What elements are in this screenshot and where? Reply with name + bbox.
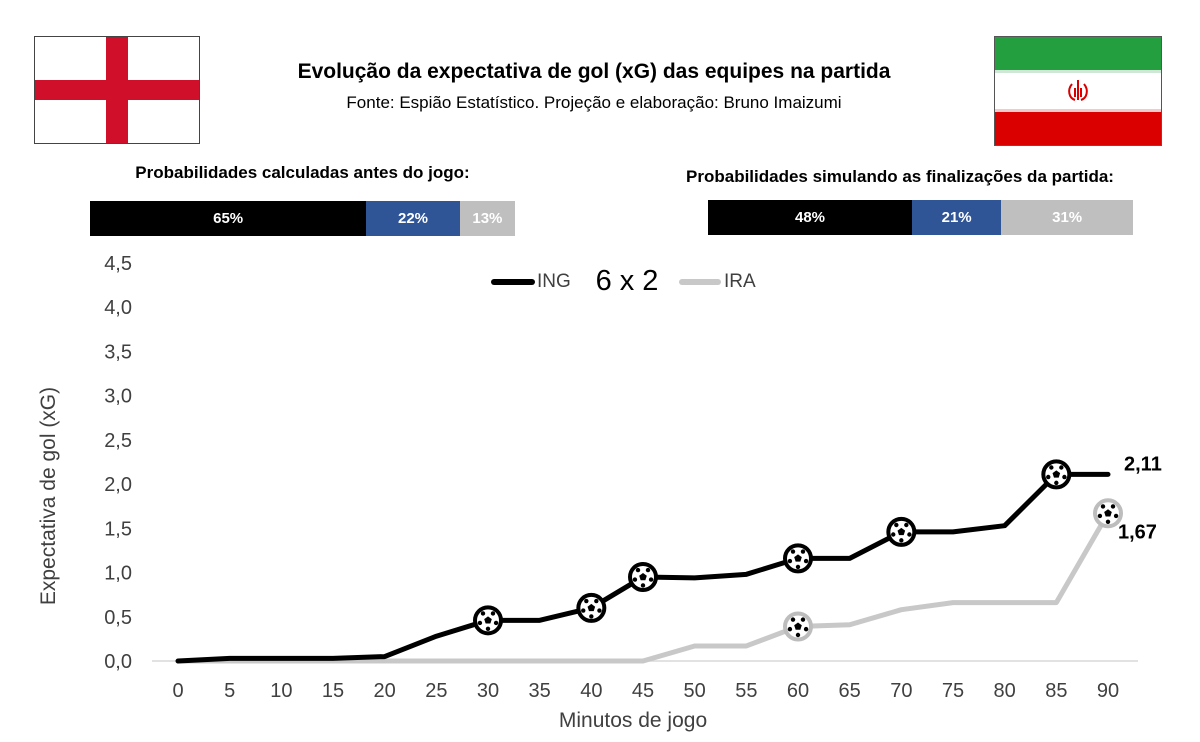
x-tick-label: 60 (787, 680, 809, 702)
y-tick-label: 3,5 (104, 341, 132, 363)
page-subtitle: Fonte: Espião Estatístico. Projeção e el… (346, 93, 842, 112)
y-axis-ticks: 0,0 0,5 1,0 1,5 2,0 2,5 3,0 3,5 4,0 4,5 (104, 253, 132, 673)
probability-bar-simulated: 48% 21% 31% (708, 200, 1133, 235)
england-flag-icon (34, 36, 200, 144)
y-tick-label: 4,5 (104, 253, 132, 275)
xg-line-chart: 0,0 0,5 1,0 1,5 2,0 2,5 3,0 3,5 4,0 4,5 0 5 10 15 20 2… (37, 253, 1162, 732)
soccer-ball-icon (783, 543, 813, 574)
x-tick-label: 15 (322, 680, 344, 702)
end-labels: 2,11 1,67 (1118, 453, 1162, 543)
probability-segment: 65% (90, 201, 367, 236)
x-tick-label: 40 (580, 680, 602, 702)
probability-segment: 21% (912, 200, 1002, 235)
x-tick-label: 85 (1045, 680, 1067, 702)
y-tick-label: 2,5 (104, 430, 132, 452)
y-tick-label: 0,5 (104, 607, 132, 629)
y-tick-label: 3,0 (104, 386, 132, 408)
x-tick-label: 35 (529, 680, 551, 702)
x-tick-label: 55 (735, 680, 757, 702)
y-tick-label: 1,0 (104, 563, 132, 585)
match-score: 6 x 2 (596, 265, 659, 297)
soccer-ball-icon (628, 561, 658, 592)
x-tick-label: 50 (684, 680, 706, 702)
end-label-ira: 1,67 (1118, 521, 1157, 543)
probabilities-before-title: Probabilidades calculadas antes do jogo: (135, 163, 470, 182)
y-tick-label: 1,5 (104, 518, 132, 540)
x-axis-label: Minutos de jogo (559, 709, 707, 732)
x-tick-label: 65 (839, 680, 861, 702)
x-tick-label: 0 (172, 680, 183, 702)
soccer-ball-icon (473, 605, 503, 636)
x-tick-label: 25 (425, 680, 447, 702)
soccer-ball-icon (886, 516, 917, 547)
iran-flag-icon (994, 36, 1162, 146)
y-tick-label: 2,0 (104, 474, 132, 496)
goal-markers (473, 459, 1123, 642)
legend-label-ing: ING (537, 271, 571, 292)
x-tick-label: 30 (477, 680, 499, 702)
x-axis-ticks: 0 5 10 15 20 25 30 35 40 45 50 55 60 65 70 75 80 85 90 (172, 680, 1119, 702)
x-tick-label: 75 (942, 680, 964, 702)
chart-legend: ING 6 x 2 IRA (491, 265, 756, 297)
x-tick-label: 45 (632, 680, 654, 702)
x-tick-label: 20 (374, 680, 396, 702)
probability-segment: 22% (366, 201, 460, 236)
x-tick-label: 90 (1097, 680, 1119, 702)
soccer-ball-icon (783, 611, 813, 642)
probability-segment: 13% (459, 201, 515, 236)
soccer-ball-icon (1041, 459, 1072, 490)
end-label-ing: 2,11 (1124, 453, 1162, 475)
x-tick-label: 80 (994, 680, 1016, 702)
soccer-ball-icon (576, 592, 607, 623)
probability-segment: 48% (708, 200, 912, 235)
x-tick-label: 5 (224, 680, 235, 702)
y-tick-label: 0,0 (104, 651, 132, 673)
x-tick-label: 10 (270, 680, 292, 702)
series-line-ira (175, 510, 1111, 664)
soccer-ball-icon (1093, 498, 1123, 529)
probability-bar-before: 65% 22% 13% (90, 201, 515, 236)
probability-segment: 31% (1001, 200, 1133, 235)
probabilities-simulated-title: Probabilidades simulando as finalizações… (686, 167, 1114, 186)
x-tick-label: 70 (890, 680, 912, 702)
y-axis-label: Expectativa de gol (xG) (37, 387, 60, 605)
page-title: Evolução da expectativa de gol (xG) das … (297, 60, 891, 83)
legend-label-ira: IRA (724, 271, 756, 292)
y-tick-label: 4,0 (104, 297, 132, 319)
